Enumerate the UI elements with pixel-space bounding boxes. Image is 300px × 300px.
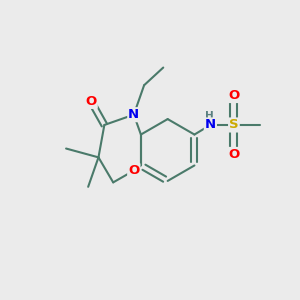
Text: H: H <box>205 111 213 121</box>
Text: O: O <box>128 164 140 177</box>
Text: S: S <box>229 118 239 131</box>
Text: O: O <box>228 148 239 161</box>
Text: O: O <box>228 89 239 102</box>
Text: O: O <box>85 95 97 108</box>
Text: N: N <box>205 118 216 131</box>
Text: N: N <box>128 108 140 121</box>
